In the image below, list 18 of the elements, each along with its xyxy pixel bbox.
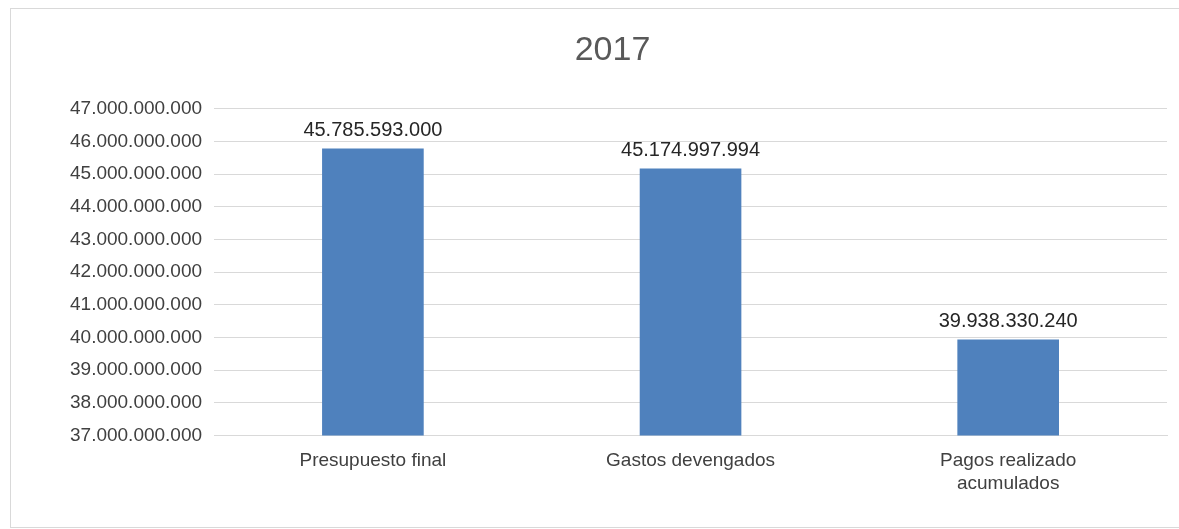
y-tick-label: 45.000.000.000	[69, 162, 203, 184]
y-tick-label: 42.000.000.000	[69, 260, 203, 282]
y-tick-label: 39.000.000.000	[69, 358, 203, 380]
y-tick-label: 47.000.000.000	[69, 97, 203, 119]
y-tick-label: 38.000.000.000	[69, 390, 203, 412]
y-tick-label: 37.000.000.000	[69, 423, 203, 445]
y-tick-label: 40.000.000.000	[69, 325, 203, 347]
x-tick-label: Presupuesto final	[299, 449, 447, 471]
data-label: 45.785.593.000	[303, 117, 443, 140]
x-tick-label: Gastos devengados	[606, 449, 776, 471]
y-tick-label: 46.000.000.000	[69, 129, 203, 151]
y-tick-label: 41.000.000.000	[69, 292, 203, 314]
y-tick-label: 44.000.000.000	[69, 195, 203, 217]
y-tick-label: 43.000.000.000	[69, 227, 203, 249]
chart-title: 2017	[574, 28, 651, 67]
x-tick-label: Pagos realizado acumulados	[940, 449, 1077, 493]
data-label: 45.174.997.994	[621, 137, 761, 160]
data-label: 39.938.330.240	[938, 308, 1078, 331]
